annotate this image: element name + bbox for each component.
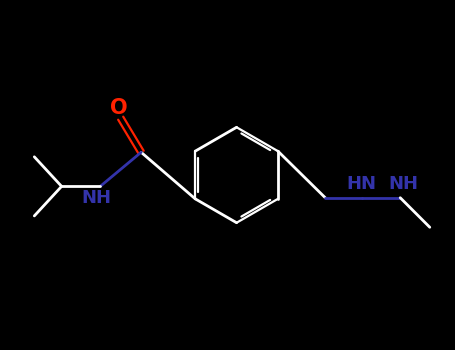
Text: NH: NH bbox=[389, 175, 419, 193]
Text: HN: HN bbox=[347, 175, 377, 193]
Text: O: O bbox=[110, 98, 127, 118]
Text: NH: NH bbox=[81, 189, 111, 207]
